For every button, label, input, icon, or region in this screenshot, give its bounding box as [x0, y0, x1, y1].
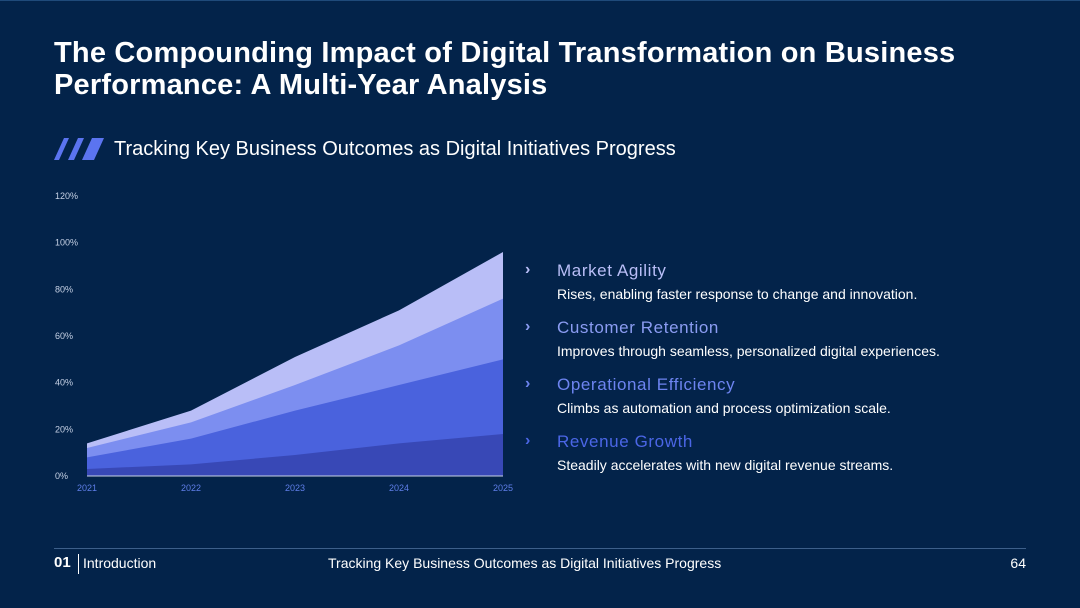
footer-title: Tracking Key Business Outcomes as Digita…	[328, 555, 722, 571]
y-tick-label: 20%	[55, 424, 73, 434]
y-tick-label: 120%	[55, 191, 78, 201]
legend: › Market Agility Rises, enabling faster …	[520, 258, 1040, 486]
section-number: 01	[54, 554, 71, 571]
subtitle-row: Tracking Key Business Outcomes as Digita…	[54, 136, 676, 162]
legend-item-customer-retention: › Customer Retention Improves through se…	[520, 315, 1040, 372]
x-tick-label: 2021	[77, 483, 97, 493]
page-number: 64	[1010, 555, 1026, 571]
legend-name: Revenue Growth	[557, 432, 693, 451]
x-tick-label: 2023	[285, 483, 305, 493]
y-tick-label: 0%	[55, 471, 68, 481]
chevron-right-icon: ›	[525, 375, 531, 392]
y-tick-label: 40%	[55, 378, 73, 388]
legend-description: Steadily accelerates with new digital re…	[557, 457, 894, 473]
slide-subtitle: Tracking Key Business Outcomes as Digita…	[114, 137, 676, 160]
y-tick-label: 60%	[55, 331, 73, 341]
chevron-right-icon: ›	[525, 318, 531, 335]
footer-separator	[78, 554, 79, 574]
top-divider	[0, 0, 1080, 1]
y-tick-label: 100%	[55, 238, 78, 248]
chevron-right-icon: ›	[525, 261, 531, 278]
legend-description: Improves through seamless, personalized …	[557, 343, 940, 359]
legend-item-market-agility: › Market Agility Rises, enabling faster …	[520, 258, 1040, 315]
legend-name: Customer Retention	[557, 318, 719, 337]
area-chart: 0% 20% 40% 60% 80% 100% 120% 2021 2022 2023 2024 20…	[55, 191, 513, 493]
x-tick-label: 2024	[389, 483, 409, 493]
section-name: Introduction	[83, 555, 157, 571]
legend-name: Operational Efficiency	[557, 375, 736, 394]
slash-accent-icon	[54, 138, 104, 160]
chevron-right-icon: ›	[525, 432, 531, 449]
area-series-revenue-growth	[87, 434, 503, 476]
legend-item-operational-efficiency: › Operational Efficiency Climbs as autom…	[520, 372, 1040, 429]
footer-divider	[54, 548, 1026, 549]
y-tick-label: 80%	[55, 284, 73, 294]
slide-title: The Compounding Impact of Digital Transf…	[54, 37, 956, 101]
legend-name: Market Agility	[557, 261, 667, 280]
legend-description: Rises, enabling faster response to chang…	[557, 286, 918, 302]
footer: 01 Introduction Tracking Key Business Ou…	[54, 554, 1026, 574]
x-tick-label: 2025	[493, 483, 513, 493]
legend-description: Climbs as automation and process optimiz…	[557, 400, 891, 416]
x-tick-label: 2022	[181, 483, 201, 493]
legend-item-revenue-growth: › Revenue Growth Steadily accelerates wi…	[520, 429, 1040, 486]
